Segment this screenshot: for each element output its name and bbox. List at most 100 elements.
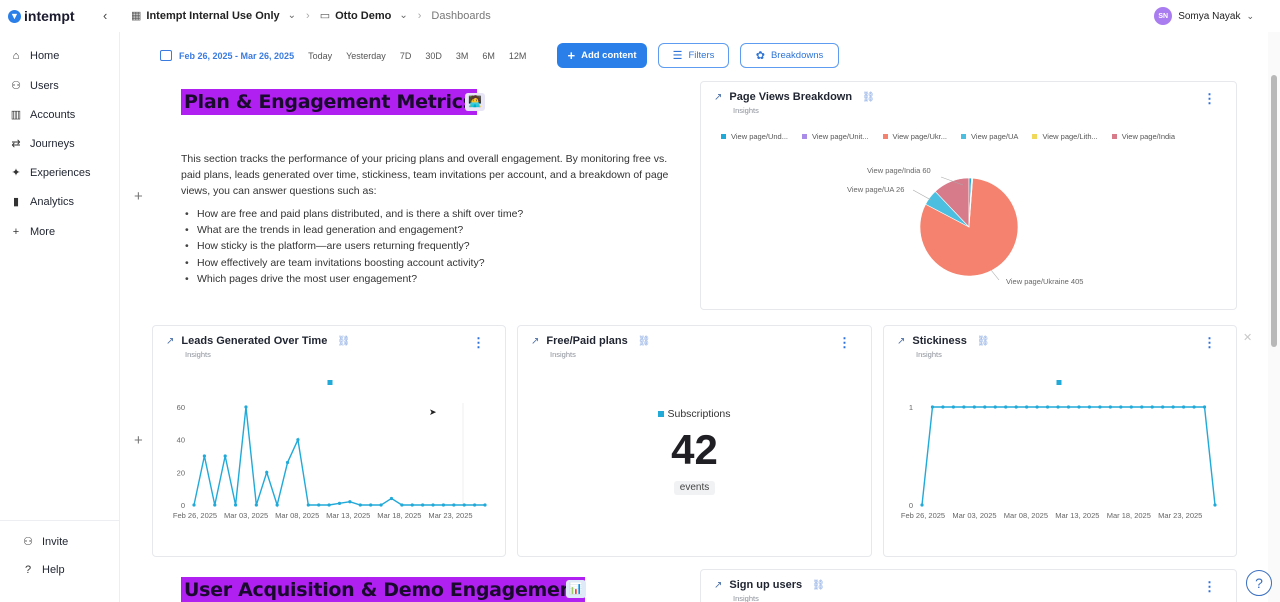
legend-item[interactable]: View page/Lith... (1032, 132, 1098, 141)
link-icon[interactable]: ⛓ (337, 335, 351, 347)
data-point (473, 503, 477, 507)
data-point (452, 503, 456, 507)
preset-today[interactable]: Today (308, 50, 333, 61)
sidebar-item-users[interactable]: ⚇ Users (10, 79, 59, 93)
user-menu[interactable]: SN Somya Nayak ⌄ (1154, 7, 1254, 25)
preset-12m[interactable]: 12M (508, 50, 527, 61)
close-icon[interactable]: ✕ (1243, 332, 1253, 344)
breadcrumb-page[interactable]: Dashboards (431, 9, 491, 22)
data-point (389, 496, 394, 501)
collapse-sidebar-icon[interactable]: ‹ (103, 8, 108, 23)
add-row-plus-icon[interactable]: + (134, 432, 143, 449)
chevron-down-icon[interactable]: ⌄ (399, 10, 408, 21)
data-point (1150, 405, 1154, 409)
card-title[interactable]: Stickiness (912, 335, 967, 347)
free-paid-card[interactable]: ↗ Free/Paid plans ⛓ Insights ⋮ Subscript… (517, 325, 872, 557)
preset-6m[interactable]: 6M (482, 50, 495, 61)
card-title[interactable]: Free/Paid plans (546, 335, 628, 347)
help-icon: ? (24, 564, 32, 576)
card-header: ↗ Page Views Breakdown ⛓ (714, 91, 875, 103)
legend-item[interactable]: View page/Und... (721, 132, 788, 141)
data-point (1202, 405, 1207, 409)
data-point (1056, 405, 1060, 409)
list-item: How sticky is the platform—are users ret… (185, 238, 523, 254)
leads-card[interactable]: ↗ Leads Generated Over Time ⛓ Insights ⋮… (152, 325, 506, 557)
card-title[interactable]: Sign up users (729, 579, 803, 591)
data-point (1213, 503, 1217, 507)
preset-7d[interactable]: 7D (399, 50, 412, 61)
legend-swatch (721, 134, 726, 139)
breadcrumb-workspace[interactable]: Intempt Internal Use Only (146, 9, 280, 22)
data-point (431, 503, 435, 507)
page-views-card[interactable]: ↗ Page Views Breakdown ⛓ Insights ⋮ View… (700, 81, 1237, 310)
sidebar-item-invite[interactable]: ⚇ Invite (22, 535, 68, 549)
more-options-icon[interactable]: ⋮ (1203, 579, 1216, 594)
sidebar-item-experiences[interactable]: ✦ Experiences (10, 166, 90, 180)
data-point (972, 405, 976, 409)
card-title[interactable]: Leads Generated Over Time (181, 335, 328, 347)
date-range-picker[interactable]: Feb 26, 2025 - Mar 26, 2025 (160, 50, 294, 61)
card-subtitle: Insights (185, 350, 211, 359)
preset-3m[interactable]: 3M (455, 50, 469, 61)
more-options-icon[interactable]: ⋮ (838, 335, 851, 350)
data-point (930, 405, 935, 409)
legend-swatch (658, 411, 665, 417)
chart-line-icon: ↗ (897, 335, 906, 347)
preset-yesterday[interactable]: Yesterday (346, 50, 386, 61)
analytics-icon: ▮ (12, 196, 20, 208)
section-description: This section tracks the performance of y… (181, 153, 669, 197)
data-point (421, 503, 425, 507)
breadcrumb-project[interactable]: Otto Demo (335, 9, 392, 22)
signup-users-card[interactable]: ↗ Sign up users ⛓ Insights ⋮ (700, 569, 1237, 602)
data-point (400, 503, 404, 507)
more-options-icon[interactable]: ⋮ (1203, 91, 1216, 106)
legend-item[interactable]: View page/Ukr... (882, 132, 948, 141)
y-tick-label: 1 (909, 403, 913, 412)
more-options-icon[interactable]: ⋮ (1203, 335, 1216, 350)
brand-logo[interactable]: ▼ intempt (8, 8, 75, 24)
sidebar-item-home[interactable]: ⌂ Home (10, 50, 60, 62)
preset-30d[interactable]: 30D (425, 50, 442, 61)
date-range-label: Feb 26, 2025 - Mar 26, 2025 (179, 50, 295, 61)
pie-slice (968, 177, 974, 228)
legend-item[interactable]: View page/India (1111, 132, 1175, 141)
breakdowns-button[interactable]: ✿ Breakdowns (740, 43, 839, 68)
sidebar-item-accounts[interactable]: ▥ Accounts (10, 108, 76, 122)
sidebar-item-more[interactable]: + More (10, 226, 55, 238)
add-content-button[interactable]: + Add content (557, 43, 647, 68)
sidebar-item-help[interactable]: ? Help (22, 564, 65, 576)
link-icon[interactable]: ⛓ (976, 335, 990, 347)
card-title[interactable]: Page Views Breakdown (729, 91, 853, 103)
pie-leader-line (912, 189, 932, 201)
link-icon[interactable]: ⛓ (637, 335, 651, 347)
legend-item[interactable]: View page/UA (961, 132, 1018, 141)
filters-label: Filters (688, 50, 715, 61)
pie-leader-line (940, 176, 964, 186)
card-header: ↗ Free/Paid plans ⛓ (531, 335, 650, 347)
legend-swatch (1111, 134, 1117, 139)
filters-button[interactable]: ☰ Filters (658, 43, 729, 68)
sidebar-item-journeys[interactable]: ⇄ Journeys (10, 137, 74, 151)
help-fab-icon[interactable]: ? (1246, 570, 1272, 596)
chart-legend: View page/Und... View page/Unit... View … (721, 132, 1189, 141)
sidebar-item-analytics[interactable]: ▮ Analytics (10, 195, 74, 209)
data-point (348, 500, 352, 504)
legend-item[interactable]: View page/Unit... (801, 132, 869, 141)
add-row-plus-icon[interactable]: + (134, 188, 143, 205)
legend-label: View page/Ukr... (892, 132, 948, 141)
data-point (1129, 405, 1133, 409)
more-options-icon[interactable]: ⋮ (472, 335, 485, 350)
sidebar-item-label: Accounts (30, 108, 76, 121)
chevron-down-icon[interactable]: ⌄ (287, 10, 297, 21)
breadcrumb-separator: › (417, 9, 422, 22)
card-header: ↗ Stickiness ⛓ (897, 335, 990, 347)
sidebar-item-label: Help (42, 564, 65, 576)
metric-unit: events (674, 481, 715, 495)
data-point (265, 470, 269, 474)
scrollbar-thumb[interactable] (1271, 75, 1277, 347)
list-item: Which pages drive the most user engageme… (185, 271, 523, 287)
stickiness-card[interactable]: ↗ Stickiness ⛓ Insights ⋮ 0 1 Feb 26, 2025… (883, 325, 1237, 557)
accounts-icon: ▥ (10, 109, 22, 121)
link-icon[interactable]: ⛓ (812, 579, 825, 591)
link-icon[interactable]: ⛓ (862, 91, 875, 103)
